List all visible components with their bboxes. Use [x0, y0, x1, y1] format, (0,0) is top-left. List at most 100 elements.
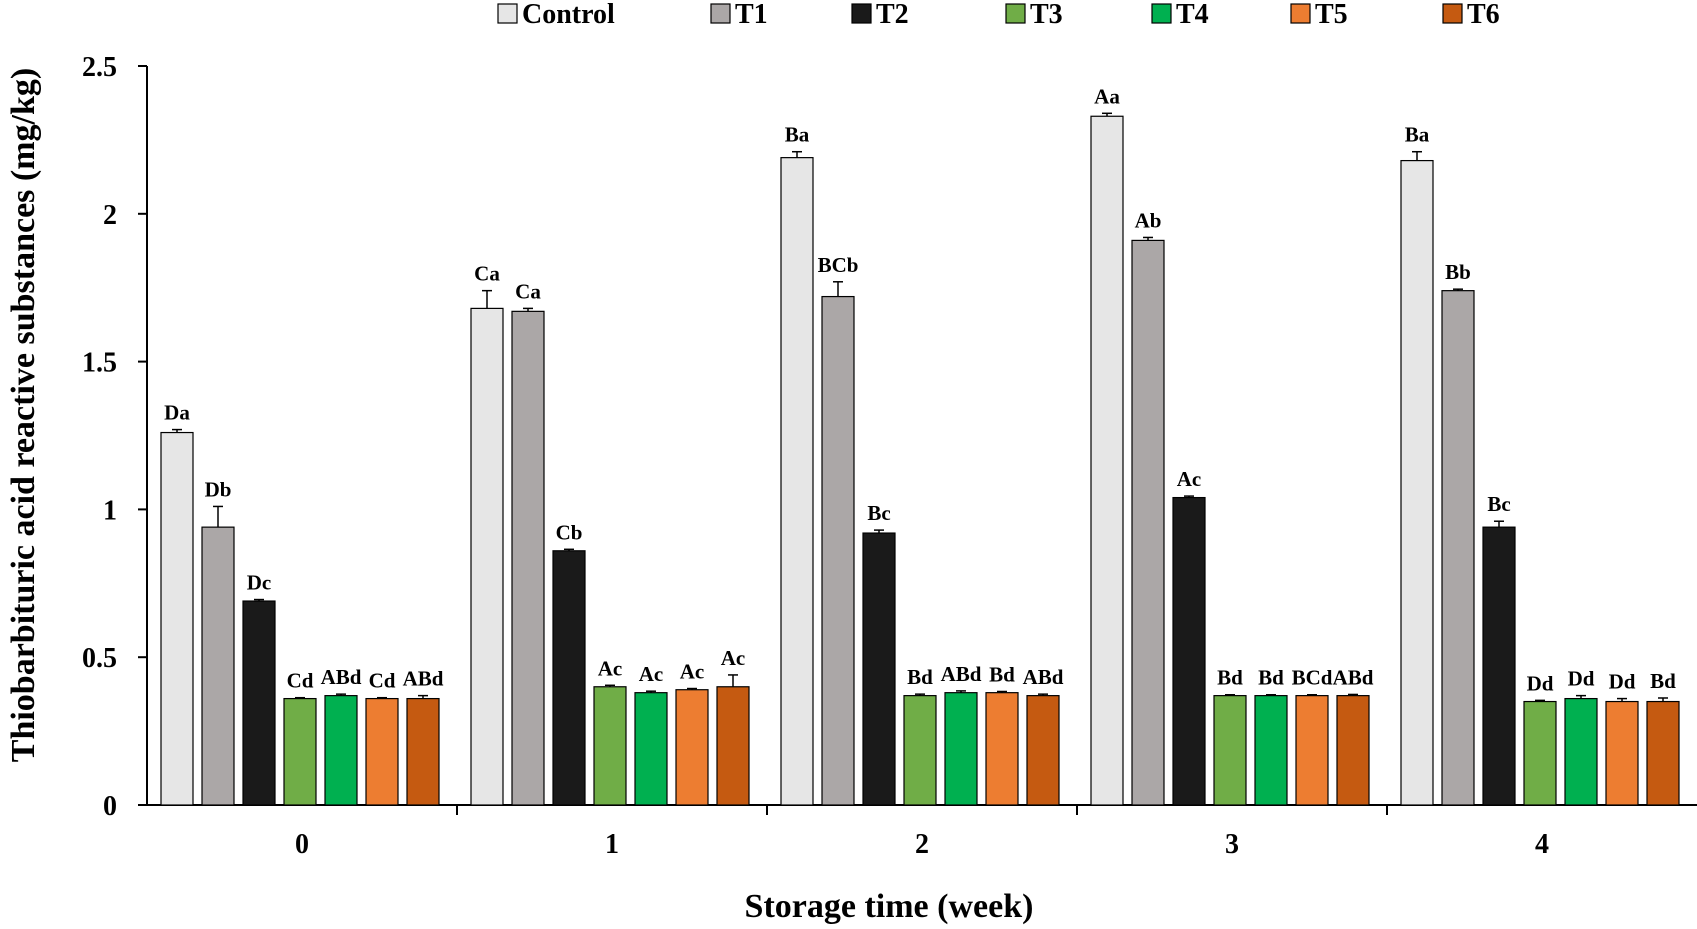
bars-layer [160, 112, 1680, 806]
bar-t4-week-1 [634, 692, 668, 806]
bar-control-week-1 [470, 307, 504, 806]
data-label: Dd [1609, 670, 1636, 694]
bar-control-week-0 [160, 431, 194, 806]
legend-swatch-t6 [1442, 3, 1463, 24]
x-tick-label: 0 [295, 829, 309, 860]
y-tick-label: 2 [103, 200, 117, 231]
data-label: Ac [680, 660, 705, 684]
x-tick-label: 1 [605, 829, 619, 860]
bar-t6-week-4 [1646, 700, 1680, 806]
legend-swatch-t1 [710, 3, 731, 24]
bar-t4-week-4 [1564, 697, 1598, 806]
data-label: Ca [474, 262, 500, 286]
data-label: Bd [907, 665, 933, 689]
y-tick-label: 0.5 [82, 643, 117, 674]
data-label: Bc [1487, 492, 1510, 516]
bar-t3-week-0 [283, 697, 317, 806]
bar-t2-week-2 [862, 532, 896, 806]
data-label: Cd [369, 669, 396, 693]
data-label: Da [164, 401, 190, 425]
data-label: ABd [1023, 665, 1064, 689]
data-label: ABd [403, 667, 444, 691]
data-label: Ac [1177, 467, 1202, 491]
x-axis: 0 1 2 3 4 [147, 804, 1697, 860]
bar-t6-week-3 [1336, 695, 1370, 806]
data-label: Bb [1445, 260, 1471, 284]
legend-label-control: Control [522, 0, 615, 30]
data-label: ABd [321, 665, 362, 689]
y-tick-label: 2.5 [82, 52, 117, 83]
bar-t1-week-3 [1131, 239, 1165, 806]
bar-t6-week-2 [1026, 695, 1060, 806]
bar-control-week-2 [780, 157, 814, 806]
legend-swatch-t3 [1005, 3, 1026, 24]
bar-t2-week-3 [1172, 496, 1206, 806]
data-label: BCd [1292, 666, 1333, 690]
y-tick-label: 0 [103, 791, 117, 822]
data-label: Ab [1135, 208, 1162, 232]
bar-t5-week-0 [365, 697, 399, 806]
bar-control-week-4 [1400, 159, 1434, 806]
y-tick-label: 1.5 [82, 348, 117, 379]
bar-t3-week-3 [1213, 695, 1247, 806]
bar-t4-week-3 [1254, 695, 1288, 806]
data-label: Ba [785, 123, 810, 147]
legend-swatch-t5 [1290, 3, 1311, 24]
legend-swatch-t2 [851, 3, 872, 24]
legend-label-t1: T1 [735, 0, 768, 30]
data-label: Bd [1217, 666, 1243, 690]
legend-label-t2: T2 [876, 0, 909, 30]
bar-t5-week-4 [1605, 700, 1639, 806]
bar-t5-week-3 [1295, 695, 1329, 806]
legend-label-t3: T3 [1030, 0, 1063, 30]
data-label: Ac [721, 646, 746, 670]
data-labels-layer: Da Db Dc Cd ABd Cd ABd Ca Ca Cb Ac Ac Ac Ac Ba BCb Bc Bd A… [164, 84, 1676, 695]
bar-t2-week-0 [242, 600, 276, 806]
bar-t6-week-0 [406, 697, 440, 806]
data-label: Db [205, 477, 232, 501]
data-label: Cd [287, 669, 314, 693]
bar-t2-week-1 [552, 550, 586, 806]
bar-t1-week-1 [511, 310, 545, 806]
legend: Control T1 T2 T3 T4 T5 T6 [497, 0, 1500, 30]
bar-t6-week-1 [716, 686, 750, 806]
bar-t3-week-2 [903, 695, 937, 806]
bar-t1-week-2 [821, 295, 855, 806]
data-label: Aa [1094, 84, 1120, 108]
bar-t4-week-2 [944, 692, 978, 806]
data-label: ABd [1333, 665, 1374, 689]
data-label: Ac [639, 662, 664, 686]
x-axis-title: Storage time (week) [745, 888, 1034, 925]
bar-t4-week-0 [324, 695, 358, 806]
bar-control-week-3 [1090, 115, 1124, 806]
bar-t1-week-4 [1441, 290, 1475, 806]
bar-t5-week-1 [675, 689, 709, 806]
data-label: Bd [989, 662, 1015, 686]
y-axis-title: Thiobarbituric acid reactive substances … [5, 68, 42, 762]
legend-label-t4: T4 [1176, 0, 1209, 30]
data-label: Dd [1527, 671, 1554, 695]
data-label: Dc [247, 571, 272, 595]
legend-label-t5: T5 [1315, 0, 1348, 30]
legend-swatch-control [497, 3, 518, 24]
bar-t3-week-4 [1523, 700, 1557, 806]
bar-t2-week-4 [1482, 526, 1516, 806]
x-tick-label: 3 [1225, 829, 1239, 860]
data-label: Bc [867, 501, 890, 525]
y-tick-label: 1 [103, 495, 117, 526]
data-label: Dd [1568, 667, 1595, 691]
data-label: ABd [941, 662, 982, 686]
y-axis: 0 0.5 1 1.5 2 2.5 [82, 52, 148, 822]
bar-t5-week-2 [985, 692, 1019, 806]
data-label: Ca [515, 279, 541, 303]
data-label: Ac [598, 656, 623, 680]
data-label: BCb [818, 253, 859, 277]
data-label: Bd [1650, 669, 1676, 693]
data-label: Bd [1258, 666, 1284, 690]
data-label: Ba [1405, 123, 1430, 147]
legend-label-t6: T6 [1467, 0, 1500, 30]
x-tick-label: 2 [915, 829, 929, 860]
bar-t1-week-0 [201, 526, 235, 806]
legend-swatch-t4 [1151, 3, 1172, 24]
